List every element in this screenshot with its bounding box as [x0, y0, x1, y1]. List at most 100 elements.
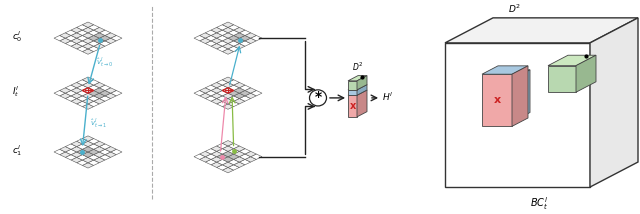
- Polygon shape: [83, 82, 93, 88]
- Text: $W^l$: $W^l$: [518, 163, 531, 176]
- Polygon shape: [217, 159, 228, 165]
- Polygon shape: [77, 36, 88, 41]
- Text: $BC^l_t$: $BC^l_t$: [530, 196, 548, 212]
- Polygon shape: [234, 146, 245, 151]
- Text: *: *: [314, 91, 321, 104]
- Polygon shape: [77, 144, 88, 149]
- Polygon shape: [217, 149, 228, 154]
- Polygon shape: [105, 38, 116, 43]
- Polygon shape: [105, 152, 116, 157]
- Text: x: x: [349, 101, 356, 111]
- Polygon shape: [93, 147, 105, 152]
- Polygon shape: [88, 30, 99, 36]
- Polygon shape: [77, 96, 88, 101]
- Polygon shape: [54, 149, 65, 155]
- Polygon shape: [205, 91, 217, 96]
- Polygon shape: [99, 144, 111, 149]
- Polygon shape: [357, 90, 367, 117]
- Polygon shape: [228, 165, 239, 170]
- Polygon shape: [228, 91, 239, 96]
- Polygon shape: [222, 157, 234, 162]
- Polygon shape: [60, 152, 71, 157]
- Polygon shape: [228, 149, 239, 154]
- Polygon shape: [245, 151, 257, 157]
- Polygon shape: [65, 36, 77, 41]
- Polygon shape: [510, 76, 518, 119]
- Polygon shape: [548, 66, 576, 92]
- Polygon shape: [239, 41, 251, 46]
- Polygon shape: [211, 43, 222, 49]
- Polygon shape: [65, 91, 77, 96]
- Polygon shape: [77, 25, 88, 30]
- Polygon shape: [245, 157, 257, 162]
- Polygon shape: [88, 101, 99, 107]
- Polygon shape: [65, 149, 77, 155]
- Polygon shape: [245, 88, 257, 93]
- Polygon shape: [200, 157, 211, 162]
- Polygon shape: [200, 151, 211, 157]
- Polygon shape: [228, 159, 239, 165]
- Polygon shape: [348, 85, 367, 90]
- Polygon shape: [348, 95, 357, 117]
- Polygon shape: [222, 168, 234, 173]
- Polygon shape: [83, 33, 93, 38]
- Polygon shape: [222, 82, 234, 88]
- Polygon shape: [217, 91, 228, 96]
- Polygon shape: [211, 162, 222, 168]
- Polygon shape: [88, 46, 99, 52]
- Polygon shape: [54, 91, 65, 96]
- Text: $D^2$: $D^2$: [508, 3, 520, 15]
- Polygon shape: [205, 154, 217, 159]
- Polygon shape: [83, 43, 93, 49]
- Polygon shape: [83, 77, 93, 82]
- Polygon shape: [222, 38, 234, 43]
- Polygon shape: [222, 43, 234, 49]
- Polygon shape: [77, 138, 88, 144]
- Polygon shape: [234, 27, 245, 33]
- Polygon shape: [83, 104, 93, 109]
- Polygon shape: [245, 93, 257, 98]
- Polygon shape: [251, 36, 262, 41]
- Polygon shape: [234, 98, 245, 104]
- Polygon shape: [93, 33, 105, 38]
- Polygon shape: [77, 155, 88, 160]
- Polygon shape: [217, 30, 228, 36]
- Polygon shape: [222, 104, 234, 109]
- Polygon shape: [71, 38, 83, 43]
- Polygon shape: [222, 88, 234, 93]
- Polygon shape: [222, 146, 234, 151]
- Polygon shape: [99, 91, 111, 96]
- Text: $H^l$: $H^l$: [382, 91, 393, 103]
- Polygon shape: [222, 98, 234, 104]
- Polygon shape: [217, 165, 228, 170]
- Polygon shape: [93, 141, 105, 147]
- Polygon shape: [348, 81, 357, 90]
- Polygon shape: [239, 91, 251, 96]
- Polygon shape: [77, 149, 88, 155]
- Polygon shape: [88, 96, 99, 101]
- Polygon shape: [105, 88, 116, 93]
- Polygon shape: [83, 49, 93, 54]
- Polygon shape: [71, 147, 83, 152]
- Polygon shape: [234, 88, 245, 93]
- Polygon shape: [211, 151, 222, 157]
- Polygon shape: [65, 30, 77, 36]
- Polygon shape: [83, 163, 93, 168]
- Polygon shape: [60, 88, 71, 93]
- Polygon shape: [357, 76, 367, 90]
- Polygon shape: [548, 55, 596, 66]
- Polygon shape: [228, 25, 239, 30]
- Polygon shape: [234, 82, 245, 88]
- Polygon shape: [93, 157, 105, 163]
- Polygon shape: [217, 85, 228, 91]
- Polygon shape: [211, 146, 222, 151]
- Polygon shape: [518, 70, 530, 119]
- Polygon shape: [83, 157, 93, 163]
- Polygon shape: [234, 162, 245, 168]
- Polygon shape: [482, 66, 528, 74]
- Polygon shape: [93, 88, 105, 93]
- Polygon shape: [217, 46, 228, 52]
- Polygon shape: [234, 151, 245, 157]
- Polygon shape: [88, 36, 99, 41]
- Polygon shape: [228, 85, 239, 91]
